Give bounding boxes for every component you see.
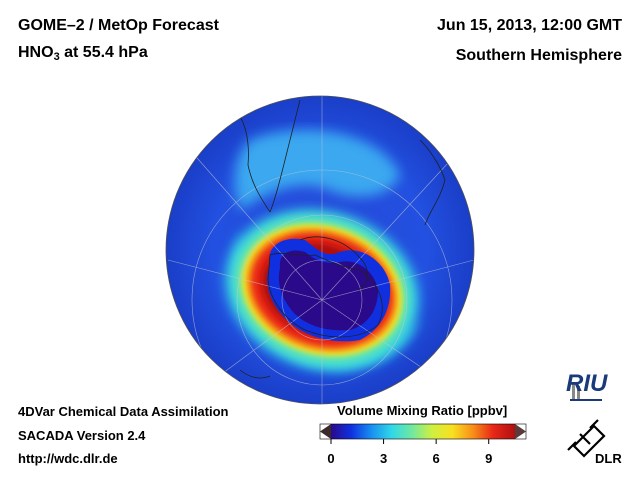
riu-logo-mark (570, 382, 602, 401)
colorbar-tick-label-6: 6 (432, 451, 440, 466)
colorbar-title: Volume Mixing Ratio [ppbv] (337, 403, 508, 418)
africa-coast (419, 139, 446, 226)
species-subscript: 3 (53, 51, 60, 63)
dlr-logo (567, 419, 606, 458)
colorbar-tick-label-3: 3 (379, 451, 388, 466)
colorbar-upper-arrow (515, 424, 526, 439)
globe-map (166, 96, 474, 404)
colorbar (319, 423, 527, 444)
footer-url[interactable]: http://wdc.dlr.de (18, 451, 118, 466)
species-name: HNO (18, 44, 54, 61)
map-title: GOME–2 / MetOp Forecast (18, 17, 219, 34)
colorbar-frame (319, 423, 527, 440)
colorbar-lower-arrow (320, 424, 331, 439)
colorbar-tick-marks (330, 439, 490, 444)
forecast-date: Jun 15, 2013, 12:00 GMT (437, 17, 622, 34)
australia-coast (239, 369, 271, 379)
colorbar-tick-label-9: 9 (485, 451, 493, 466)
footer-method: 4DVar Chemical Data Assimilation (18, 404, 229, 419)
dlr-logo-text: DLR (595, 451, 622, 466)
vortex-interior-purple (278, 250, 378, 331)
hemisphere-label: Southern Hemisphere (455, 47, 622, 64)
riu-logo-text: RIU (566, 370, 608, 397)
south-america-coast (234, 109, 271, 213)
south-america-east-coast (269, 99, 301, 213)
antarctic-peninsula-coast (299, 236, 368, 291)
species-label: HNO3 at 55.4 hPa (18, 44, 148, 63)
footer-version: SACADA Version 2.4 (18, 428, 146, 443)
pressure-level: at 55.4 hPa (59, 44, 148, 61)
colorbar-gradient (331, 424, 515, 439)
antarctica-coast (267, 252, 383, 338)
coastlines (234, 99, 446, 379)
globe-outline (165, 95, 475, 405)
colorbar-tick-label-0: 0 (327, 451, 335, 466)
